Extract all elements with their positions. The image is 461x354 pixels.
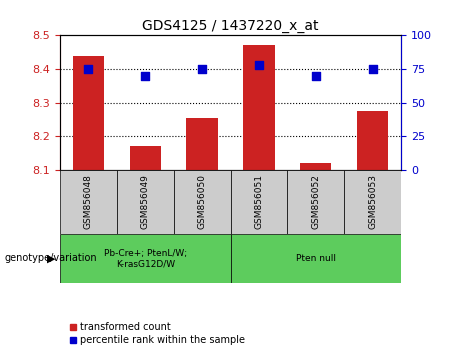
Point [369,66,376,72]
Bar [344,170,401,234]
Point [142,73,149,79]
Text: GSM856048: GSM856048 [84,174,93,229]
Bar [73,56,104,170]
Point [312,73,319,79]
Bar [230,234,401,283]
Bar [357,111,388,170]
Bar [243,46,275,170]
Text: Pb-Cre+; PtenL/W;
K-rasG12D/W: Pb-Cre+; PtenL/W; K-rasG12D/W [104,249,187,268]
Text: genotype/variation: genotype/variation [5,253,97,263]
Legend: transformed count, percentile rank within the sample: transformed count, percentile rank withi… [65,319,249,349]
Bar [60,234,230,283]
Bar [117,170,174,234]
Point [198,66,206,72]
Bar [60,170,117,234]
Title: GDS4125 / 1437220_x_at: GDS4125 / 1437220_x_at [142,19,319,33]
Text: GSM856049: GSM856049 [141,174,150,229]
Text: ▶: ▶ [47,253,55,263]
Point [85,66,92,72]
Text: GSM856051: GSM856051 [254,174,263,229]
Bar [130,147,161,170]
Bar [230,170,287,234]
Bar [174,170,230,234]
Text: GSM856052: GSM856052 [311,174,320,229]
Bar [186,118,218,170]
Text: GSM856050: GSM856050 [198,174,207,229]
Point [255,62,263,68]
Text: GSM856053: GSM856053 [368,174,377,229]
Text: Pten null: Pten null [296,254,336,263]
Bar [300,163,331,170]
Bar [287,170,344,234]
